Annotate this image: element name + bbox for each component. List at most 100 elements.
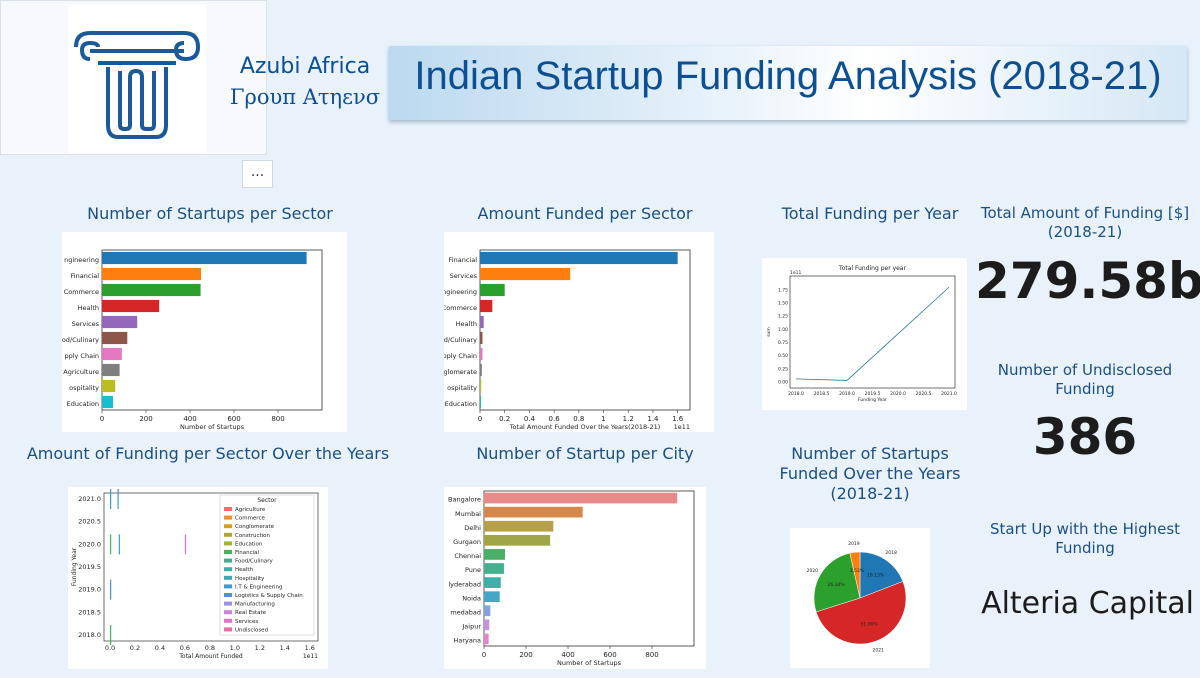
page-title: Indian Startup Funding Analysis (2018-21… [414,54,1162,98]
x-tick-label: 1 [601,415,605,423]
category-label: Bangalore [448,496,481,504]
pie-percent-label: 51.00% [861,622,879,628]
brand-line2: Γρουπ Ατηενσ [229,85,381,109]
bar [484,633,489,645]
legend-entry: Food/Culinary [235,559,274,565]
bar [480,363,482,377]
bar [102,379,116,393]
pie-percent-label: 26.34% [827,582,845,588]
more-options-button[interactable]: ... [242,160,273,188]
x-tick-label: 2019.0 [839,391,855,397]
legend-entry: Education [235,541,263,547]
x-tick-label: 2021.0 [941,391,957,397]
brand-text: Azubi Africa Γρουπ Ατηενσ [205,52,405,112]
legend-swatch [224,567,232,572]
x-tick-label: 200 [519,651,532,659]
x-tick-label: 1.0 [230,644,240,652]
y-tick-label: 0.50 [778,353,788,359]
x-axis-label: Number of Startups [180,423,245,431]
legend-entry: Services [235,619,258,625]
category-label: Agriculture [63,368,99,376]
x-tick-label: 2020.5 [916,391,932,397]
total-year-chart[interactable]: Total Funding per year 1e11 2018.0 2018.5 20… [762,258,967,410]
logo-panel [0,0,267,155]
x-tick-label: 2018.0 [788,391,804,397]
bar [102,283,201,297]
bar-mark [110,489,112,509]
legend-box [219,494,315,636]
category-label: Financial [71,272,100,280]
pie-slice [815,581,907,645]
legend-entry: Hospitality [235,576,265,582]
legend-swatch [224,618,232,623]
x-tick-label: 200 [139,415,152,423]
bar [484,534,551,546]
legend-swatch [224,532,232,537]
brand-line1: Azubi Africa [239,54,371,79]
y-tick-label: 2018.5 [78,608,101,616]
bar [102,347,122,361]
sector-years-title: Amount of Funding per Sector Over the Ye… [26,444,390,463]
amount-sector-chart[interactable]: Financial Services ngineering Commerce Healt… [440,232,714,432]
category-label: glomerate [444,368,477,376]
x-tick-label: 0.6 [549,415,561,423]
legend-entry: Construction [235,533,271,539]
x-tick-label: 0.6 [180,644,190,652]
category-label: ngineering [444,288,477,296]
y-tick-label: 2020.0 [78,540,101,548]
bar [480,315,484,329]
bar [102,315,138,329]
x-tick-label: 800 [271,415,284,423]
y-tick-label: 1.75 [778,287,788,293]
x-tick-label: 0.2 [130,644,140,652]
pie-title: Number of Startups Funded Over the Years… [779,444,961,503]
category-label: Noida [462,594,481,602]
legend-swatch [224,593,232,597]
startups-sector-title: Number of Startups per Sector [87,204,333,223]
category-label: ngineering [64,256,99,264]
y-tick-label: 0.00 [778,380,788,386]
y-tick-label: 0.25 [778,366,788,372]
x-tick-label: 0 [482,651,486,659]
x-tick-label: 1.4 [647,415,659,423]
legend-entry: Health [235,567,254,573]
x-tick-label: 800 [645,651,658,659]
x-tick-label: 2018.5 [814,391,830,397]
category-label: Education [67,400,99,408]
bar [102,363,120,377]
bar [484,577,501,588]
legend-swatch [224,541,232,546]
bar-mark [110,579,112,600]
category-label: od/Culinary [62,336,99,344]
startups-sector-chart[interactable]: ngineering Financial Commerce Health Service… [62,232,347,432]
x-axis-label: Funding Year [858,397,887,403]
bar-mark [110,625,112,645]
bar-mark [110,534,112,555]
column-logo-icon [68,5,206,153]
pie-category-label: 2019 [848,541,860,547]
bar [102,395,113,409]
pie-chart[interactable]: 19.13% 2018 51.00% 2021 26.34% 2020 3.53% 2019 [790,528,930,668]
category-label: ospitality [69,384,99,392]
bar-mark [118,534,120,555]
sector-years-chart[interactable]: 2021.0 2020.5 2020.0 2019.5 2019.0 2018.5 2018… [68,487,328,669]
category-label: medabad [450,608,481,616]
x-tick-label: 0.4 [155,644,165,652]
pie-category-label: 2021 [872,647,884,653]
category-label: Chennai [454,552,481,560]
legend-swatch [224,558,232,563]
total-year-title: Total Funding per Year [781,204,959,223]
funding-line [795,286,950,381]
city-chart[interactable]: Bangalore Mumbai Delhi Gurgaon Chennai Pune ly… [444,487,706,669]
category-label: Commerce [444,304,477,312]
x-tick-label: 600 [603,651,616,659]
bar [484,506,583,518]
legend-entry: Conglomerate [235,524,275,530]
legend-swatch [224,550,232,554]
y-tick-label: 2020.5 [78,518,101,526]
pie-percent-label: 19.13% [867,573,885,579]
legend-entry: Real Estate [235,610,267,616]
legend-entry: Logistics & Supply Chain [235,593,303,599]
x-tick-label: 400 [561,651,574,659]
y-tick-label: 1.00 [778,327,788,333]
